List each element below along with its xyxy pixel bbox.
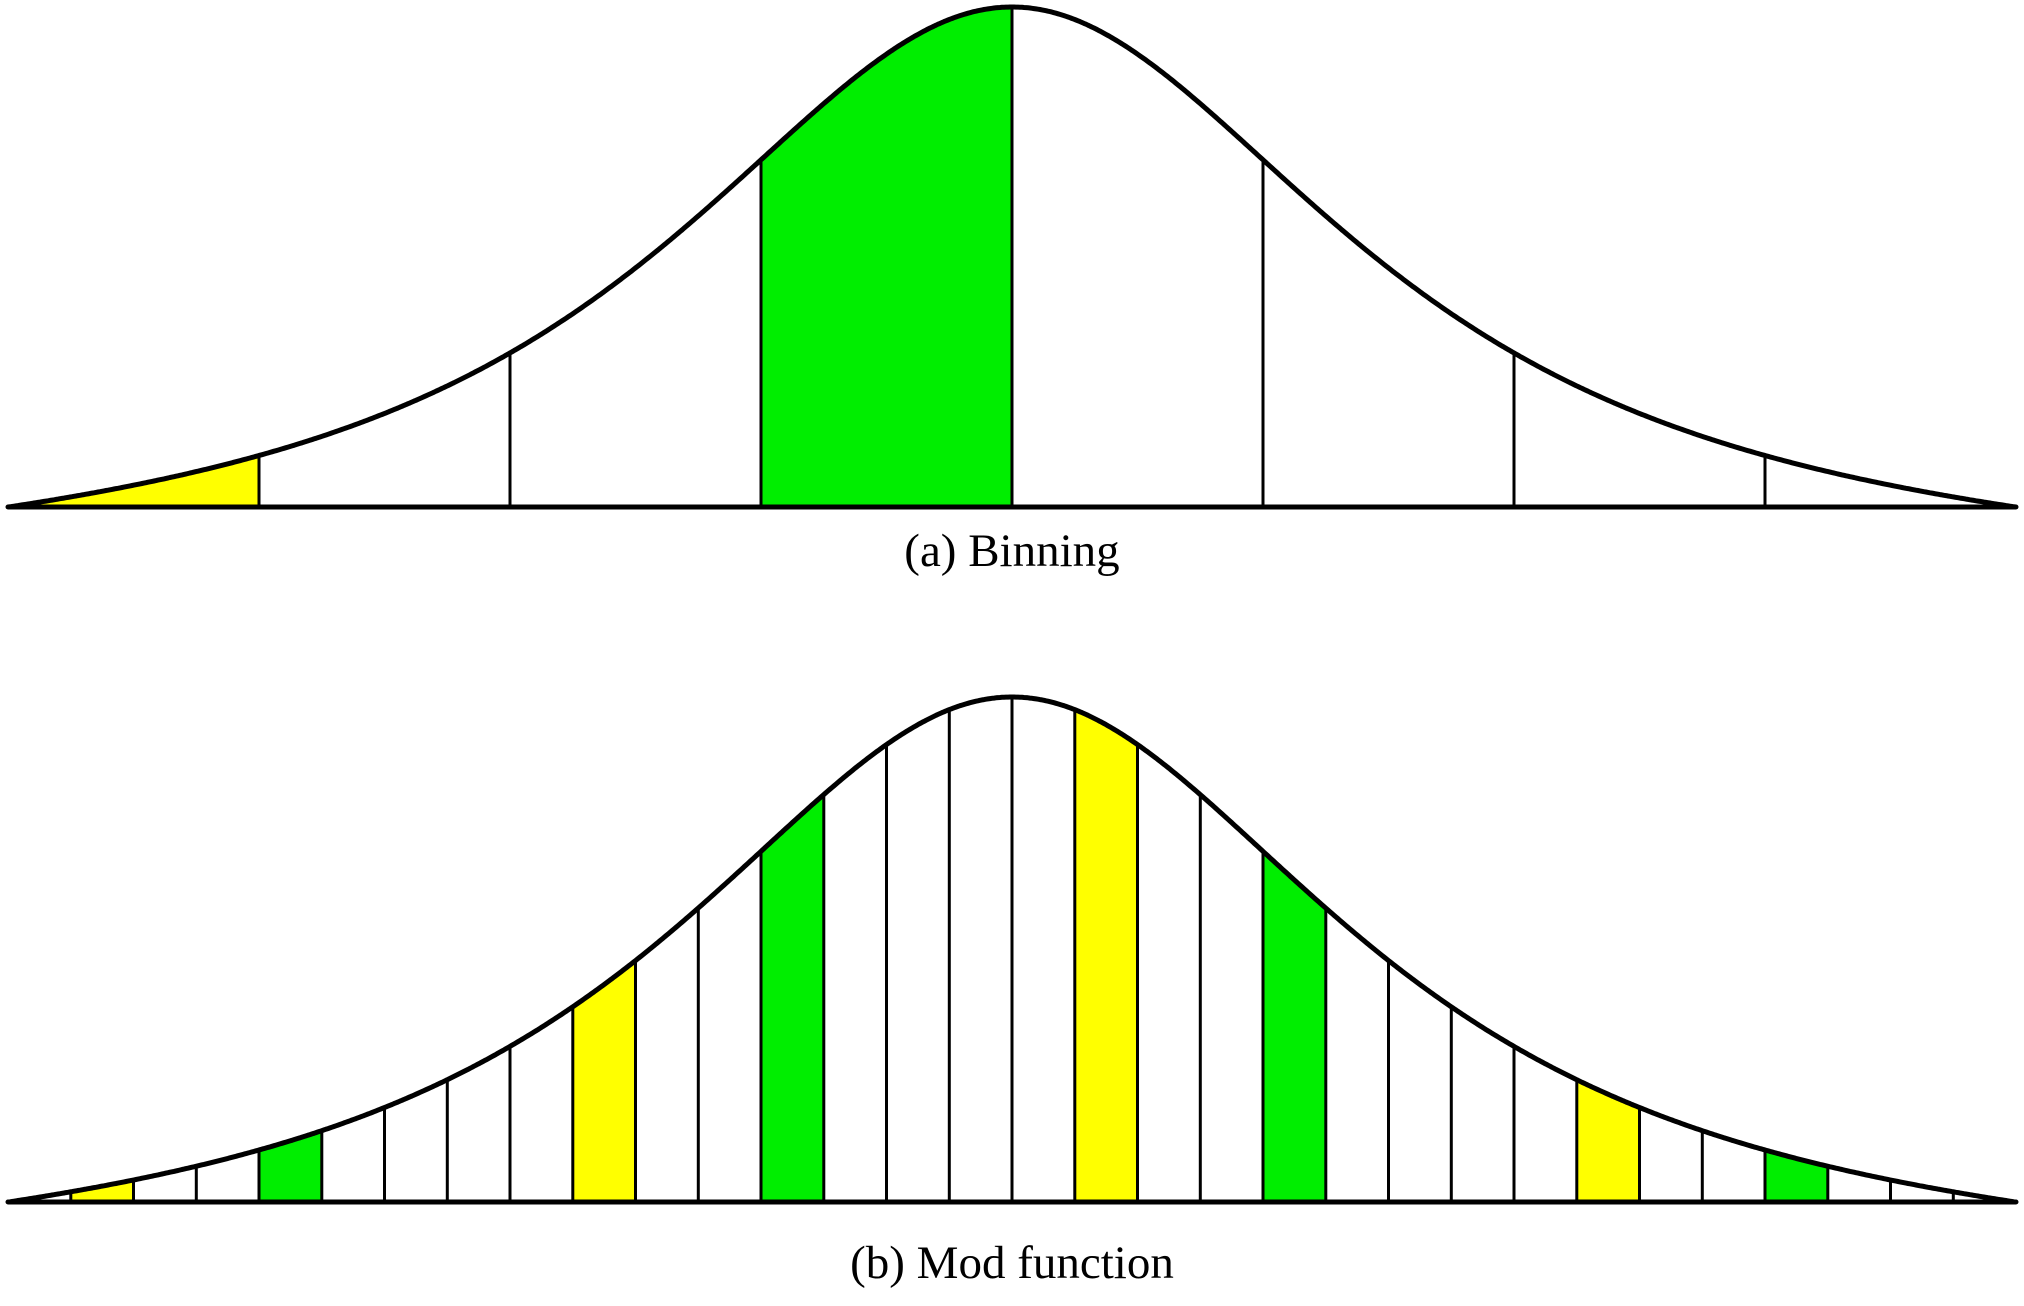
- mod-function-bin-4-green-fill: [259, 1130, 322, 1202]
- mod-function-bin-25-yellow-fill: [1576, 1079, 1640, 1202]
- panel-binning: [5, 4, 2019, 510]
- mod-function-bin-20-green-fill: [1263, 851, 1326, 1202]
- caption-mod-function: (b) Mod function: [850, 1237, 1174, 1289]
- mod-function-bin-17-yellow-fill: [1074, 709, 1138, 1202]
- mod-function-bin-12-green-fill: [761, 794, 824, 1202]
- caption-binning: (a) Binning: [904, 525, 1120, 577]
- panel-mod-function: [5, 694, 2019, 1205]
- binning-bin-0-yellow-fill: [8, 455, 259, 507]
- mod-function-bin-9-yellow-fill: [572, 960, 636, 1202]
- binning-bin-3-green-fill: [761, 7, 1012, 507]
- mod-function-distribution-curve: [5, 694, 2019, 1205]
- binning-distribution-curve: [5, 4, 2019, 510]
